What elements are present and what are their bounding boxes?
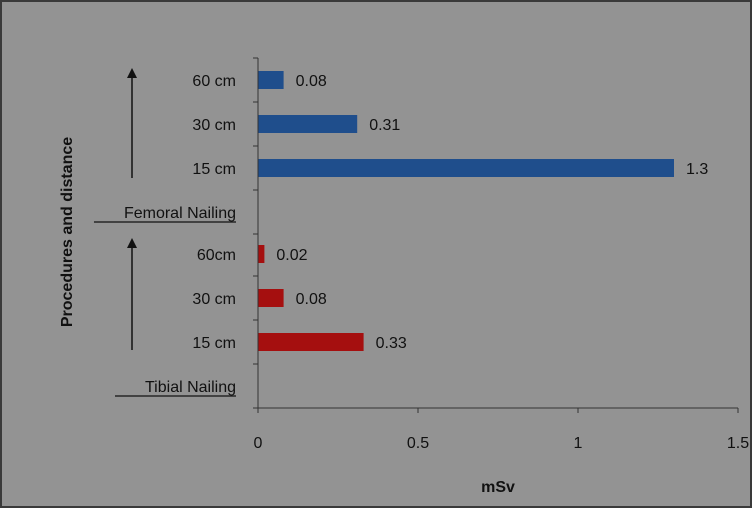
category-label: 60 cm: [192, 73, 236, 90]
data-label: 0.08: [296, 291, 327, 308]
arrow-head: [127, 238, 137, 248]
bar: [258, 71, 284, 89]
category-label: 30 cm: [192, 117, 236, 134]
y-axis-title: Procedures and distance: [59, 137, 76, 327]
x-axis-title: mSv: [481, 479, 515, 496]
x-tick-label: 1.5: [727, 435, 749, 452]
data-label: 0.33: [376, 335, 407, 352]
category-label: 15 cm: [192, 335, 236, 352]
x-tick-label: 0.5: [407, 435, 429, 452]
data-label: 1.3: [686, 161, 708, 178]
data-label: 0.08: [296, 73, 327, 90]
group-label: Femoral Nailing: [124, 205, 236, 222]
category-label: 15 cm: [192, 161, 236, 178]
x-tick-label: 1: [574, 435, 583, 452]
arrow-head: [127, 68, 137, 78]
group-label: Tibial Nailing: [145, 379, 236, 396]
bar: [258, 333, 364, 351]
x-tick-label: 0: [254, 435, 263, 452]
bar: [258, 159, 674, 177]
category-label: 30 cm: [192, 291, 236, 308]
bar: [258, 115, 358, 133]
data-label: 0.31: [369, 117, 400, 134]
data-label: 0.02: [276, 247, 307, 264]
category-label: 60cm: [197, 247, 236, 264]
bar: [258, 289, 284, 307]
bar: [258, 245, 265, 263]
